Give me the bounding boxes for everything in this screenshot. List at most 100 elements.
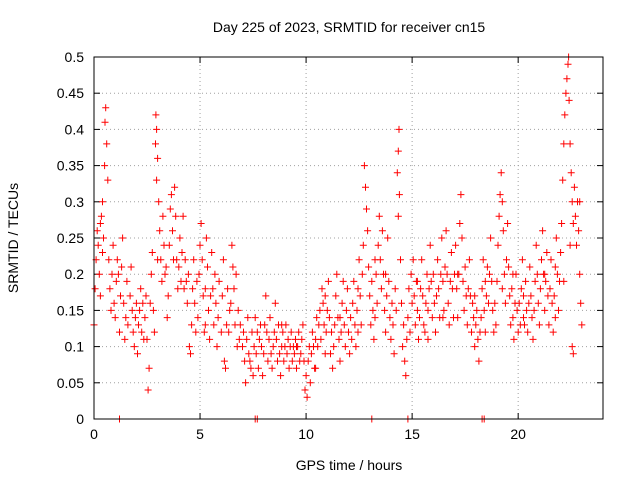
data-point [131, 314, 139, 322]
data-point [567, 169, 575, 177]
data-point [148, 249, 156, 256]
data-point [91, 285, 99, 293]
data-point [551, 263, 559, 271]
data-point [461, 263, 469, 271]
data-point [531, 277, 539, 285]
data-point [525, 299, 533, 307]
data-point [463, 321, 471, 329]
data-point [250, 343, 258, 351]
data-point [293, 343, 300, 351]
data-point [336, 357, 344, 365]
data-point [420, 321, 428, 329]
data-point [470, 314, 478, 322]
data-point [388, 299, 396, 307]
data-point [174, 285, 182, 293]
data-point [369, 306, 377, 314]
data-point [192, 328, 200, 336]
data-point [130, 343, 138, 351]
data-point [354, 328, 362, 336]
data-point [245, 350, 253, 358]
data-point [563, 75, 571, 83]
data-point [199, 292, 207, 300]
data-point [211, 270, 219, 278]
data-point [346, 350, 354, 358]
data-point [330, 343, 338, 351]
data-point [226, 306, 234, 314]
data-point [317, 335, 325, 343]
data-point [403, 335, 411, 343]
data-point [538, 256, 545, 264]
data-point [562, 89, 570, 97]
data-point [386, 314, 394, 322]
data-point [232, 270, 240, 278]
data-point [323, 306, 331, 314]
data-point [424, 306, 432, 314]
data-point [196, 241, 204, 249]
data-point [351, 321, 359, 329]
data-point [452, 241, 460, 249]
data-point [230, 285, 238, 293]
data-point [404, 314, 412, 322]
data-point [321, 292, 329, 300]
data-point [357, 321, 365, 329]
data-point [269, 343, 277, 351]
data-point [222, 364, 229, 372]
data-point [265, 335, 273, 343]
data-point [146, 299, 154, 307]
data-point [560, 277, 568, 285]
data-point [439, 314, 447, 322]
data-point [509, 314, 517, 322]
data-point [415, 335, 422, 343]
data-point [135, 321, 142, 329]
data-point [523, 306, 531, 314]
data-point [378, 227, 386, 235]
data-point [367, 321, 375, 329]
data-point [471, 343, 479, 351]
data-point [509, 270, 517, 278]
data-point [348, 335, 356, 343]
data-point [205, 306, 212, 314]
data-point [149, 306, 157, 314]
data-point [107, 306, 115, 314]
data-point [155, 198, 163, 206]
data-point [328, 328, 335, 336]
data-point [288, 357, 296, 365]
data-point [375, 212, 383, 220]
y-axis-label: SRMTID / TECUs [5, 183, 21, 293]
data-point [236, 321, 244, 329]
data-point [385, 277, 393, 285]
data-point [156, 227, 164, 235]
data-point [106, 285, 114, 293]
data-point [578, 321, 586, 329]
data-point [181, 256, 189, 264]
data-point [405, 285, 413, 293]
data-point [441, 263, 449, 271]
data-point [101, 162, 109, 170]
data-point [295, 328, 303, 336]
data-point [219, 256, 227, 264]
data-point [411, 321, 419, 329]
data-point [394, 212, 402, 220]
data-point [178, 249, 186, 256]
plot-frame [93, 56, 604, 420]
data-point [301, 386, 309, 394]
data-point [312, 364, 320, 372]
data-point [442, 227, 450, 235]
data-point [129, 328, 137, 336]
data-point [320, 321, 328, 329]
data-point [293, 364, 300, 372]
data-point [279, 328, 287, 336]
data-point [558, 220, 566, 227]
data-point [524, 328, 532, 336]
data-point [358, 270, 366, 278]
data-point [439, 277, 447, 285]
data-point [280, 357, 288, 365]
data-point [337, 328, 345, 336]
data-point [395, 125, 403, 133]
data-point [500, 270, 508, 278]
data-point [520, 292, 527, 300]
data-point [435, 285, 443, 293]
data-point [258, 343, 265, 351]
data-point [400, 321, 408, 329]
data-point [501, 299, 509, 307]
